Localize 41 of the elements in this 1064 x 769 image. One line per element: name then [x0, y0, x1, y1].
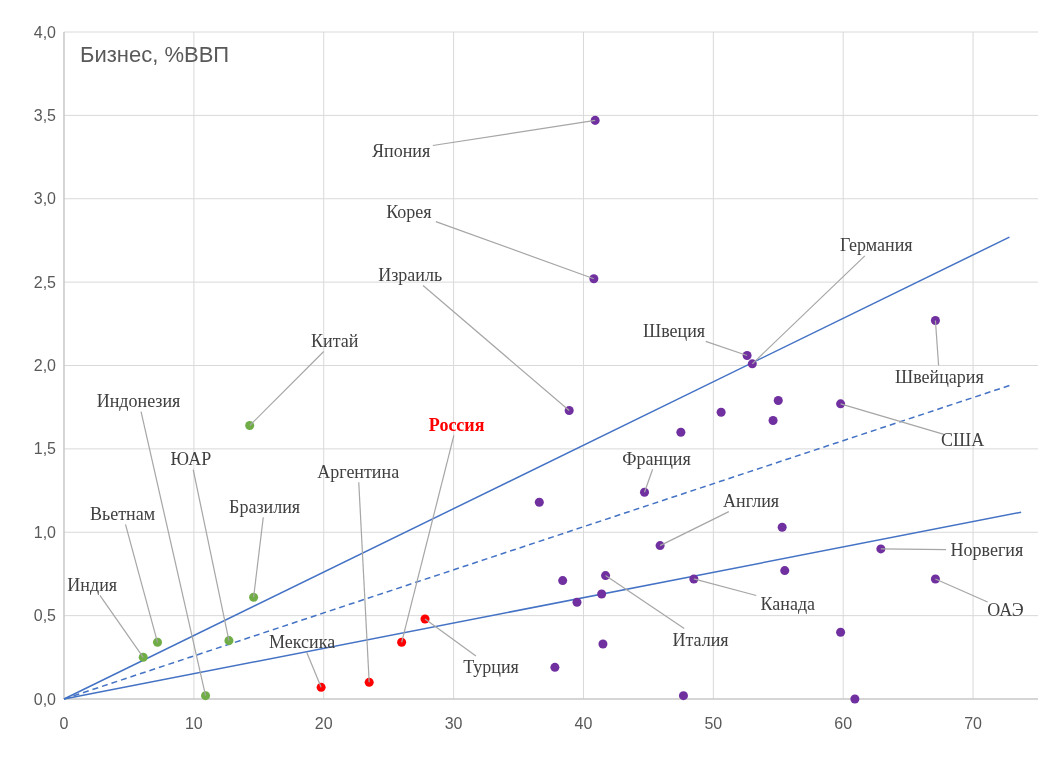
- annotation: ОАЭ: [987, 600, 1024, 621]
- annotation: Аргентина: [317, 461, 400, 482]
- x-tick-label: 20: [314, 715, 333, 732]
- annotation: Канада: [760, 594, 816, 615]
- y-tick-label: 2,5: [33, 273, 57, 291]
- annotation: Франция: [622, 448, 691, 469]
- y-tick-label: 4,0: [33, 23, 57, 41]
- annotation: Китай: [311, 330, 359, 351]
- annotation: Индия: [67, 574, 118, 595]
- annotation: Турция: [463, 657, 519, 678]
- y-tick-label: 2,0: [33, 357, 57, 375]
- annotation: Швейцария: [895, 366, 984, 387]
- annotation: ЮАР: [170, 448, 212, 469]
- text: Бизнес, %ВВП: [80, 42, 230, 67]
- annotation: Мексика: [269, 631, 336, 652]
- x-tick-label: 50: [704, 715, 723, 732]
- annotation: Англия: [723, 490, 780, 511]
- annotation: Израиль: [378, 264, 443, 285]
- annotation: Швеция: [643, 320, 706, 341]
- y-tick-label: 0,5: [33, 607, 57, 625]
- annotation: Бразилия: [229, 496, 301, 517]
- annotation: Индонезия: [96, 390, 181, 411]
- x-tick-label: 40: [574, 715, 593, 732]
- x-tick-label: 30: [444, 715, 463, 732]
- annotation: Корея: [386, 202, 432, 223]
- x-tick-label: 60: [834, 715, 853, 732]
- annotation: Норвегия: [950, 540, 1024, 561]
- annotation: Россия: [428, 414, 485, 435]
- annotation: Вьетнам: [89, 503, 156, 524]
- annotation: Германия: [840, 235, 913, 256]
- annotation: Италия: [672, 629, 729, 650]
- y-tick-label: 1,5: [33, 440, 57, 458]
- annotation: США: [941, 430, 985, 451]
- y-tick-label: 3,5: [33, 106, 57, 124]
- x-tick-label: 10: [184, 715, 203, 732]
- y-tick-label: 3,0: [33, 190, 57, 208]
- y-tick-label: 1,0: [33, 523, 57, 541]
- x-tick-label: 70: [964, 715, 983, 732]
- x-tick-label: 0: [59, 715, 69, 732]
- y-tick-label: 0,0: [33, 690, 57, 708]
- annotation: Япония: [372, 140, 431, 161]
